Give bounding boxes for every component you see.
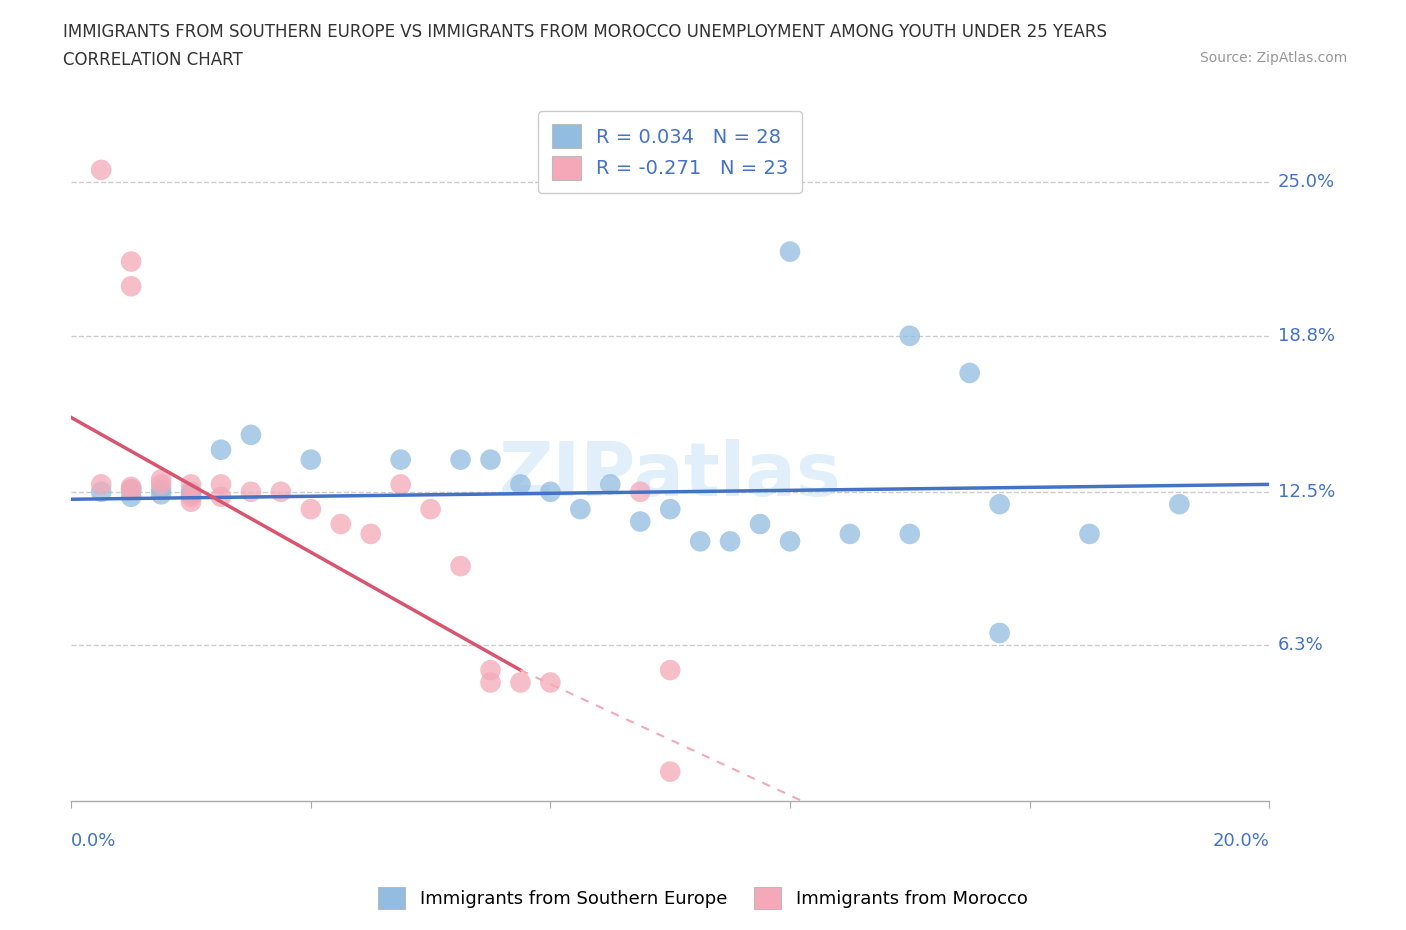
Point — [180, 477, 202, 492]
Point — [329, 516, 352, 531]
Point — [898, 526, 921, 541]
Legend: Immigrants from Southern Europe, Immigrants from Morocco: Immigrants from Southern Europe, Immigra… — [371, 880, 1035, 916]
Text: 18.8%: 18.8% — [1278, 326, 1334, 345]
Text: 20.0%: 20.0% — [1212, 832, 1270, 850]
Point — [90, 163, 112, 178]
Point — [1078, 526, 1101, 541]
Text: 0.0%: 0.0% — [72, 832, 117, 850]
Point — [538, 485, 561, 499]
Point — [180, 486, 202, 501]
Point — [299, 452, 322, 467]
Point — [450, 452, 472, 467]
Point — [749, 516, 772, 531]
Point — [120, 482, 142, 497]
Point — [718, 534, 741, 549]
Point — [569, 501, 592, 516]
Point — [180, 485, 202, 499]
Point — [628, 514, 651, 529]
Point — [898, 328, 921, 343]
Point — [659, 764, 682, 779]
Point — [209, 489, 232, 504]
Point — [150, 472, 173, 487]
Point — [628, 485, 651, 499]
Point — [659, 663, 682, 678]
Point — [479, 452, 502, 467]
Point — [389, 452, 412, 467]
Point — [838, 526, 860, 541]
Point — [120, 489, 142, 504]
Point — [509, 477, 531, 492]
Text: 12.5%: 12.5% — [1278, 483, 1334, 501]
Point — [450, 559, 472, 574]
Point — [479, 675, 502, 690]
Point — [779, 534, 801, 549]
Point — [509, 675, 531, 690]
Text: ZIPatlas: ZIPatlas — [499, 439, 842, 512]
Point — [538, 675, 561, 690]
Point — [419, 501, 441, 516]
Point — [180, 494, 202, 509]
Legend: R = 0.034   N = 28, R = -0.271   N = 23: R = 0.034 N = 28, R = -0.271 N = 23 — [538, 111, 803, 193]
Point — [120, 482, 142, 497]
Point — [360, 526, 382, 541]
Point — [120, 254, 142, 269]
Text: IMMIGRANTS FROM SOUTHERN EUROPE VS IMMIGRANTS FROM MOROCCO UNEMPLOYMENT AMONG YO: IMMIGRANTS FROM SOUTHERN EUROPE VS IMMIG… — [63, 23, 1108, 41]
Point — [599, 477, 621, 492]
Point — [120, 480, 142, 495]
Point — [1168, 497, 1191, 512]
Point — [209, 443, 232, 458]
Point — [150, 482, 173, 497]
Point — [239, 485, 262, 499]
Point — [270, 485, 292, 499]
Point — [959, 365, 981, 380]
Point — [389, 477, 412, 492]
Point — [779, 245, 801, 259]
Point — [659, 501, 682, 516]
Point — [299, 501, 322, 516]
Text: 25.0%: 25.0% — [1278, 173, 1334, 192]
Point — [479, 663, 502, 678]
Point — [239, 428, 262, 443]
Point — [180, 489, 202, 504]
Point — [209, 477, 232, 492]
Point — [90, 477, 112, 492]
Point — [120, 279, 142, 294]
Point — [150, 486, 173, 501]
Point — [150, 477, 173, 492]
Text: CORRELATION CHART: CORRELATION CHART — [63, 51, 243, 69]
Point — [988, 626, 1011, 641]
Point — [988, 497, 1011, 512]
Text: Source: ZipAtlas.com: Source: ZipAtlas.com — [1199, 51, 1347, 65]
Point — [689, 534, 711, 549]
Text: 6.3%: 6.3% — [1278, 636, 1323, 655]
Point — [90, 485, 112, 499]
